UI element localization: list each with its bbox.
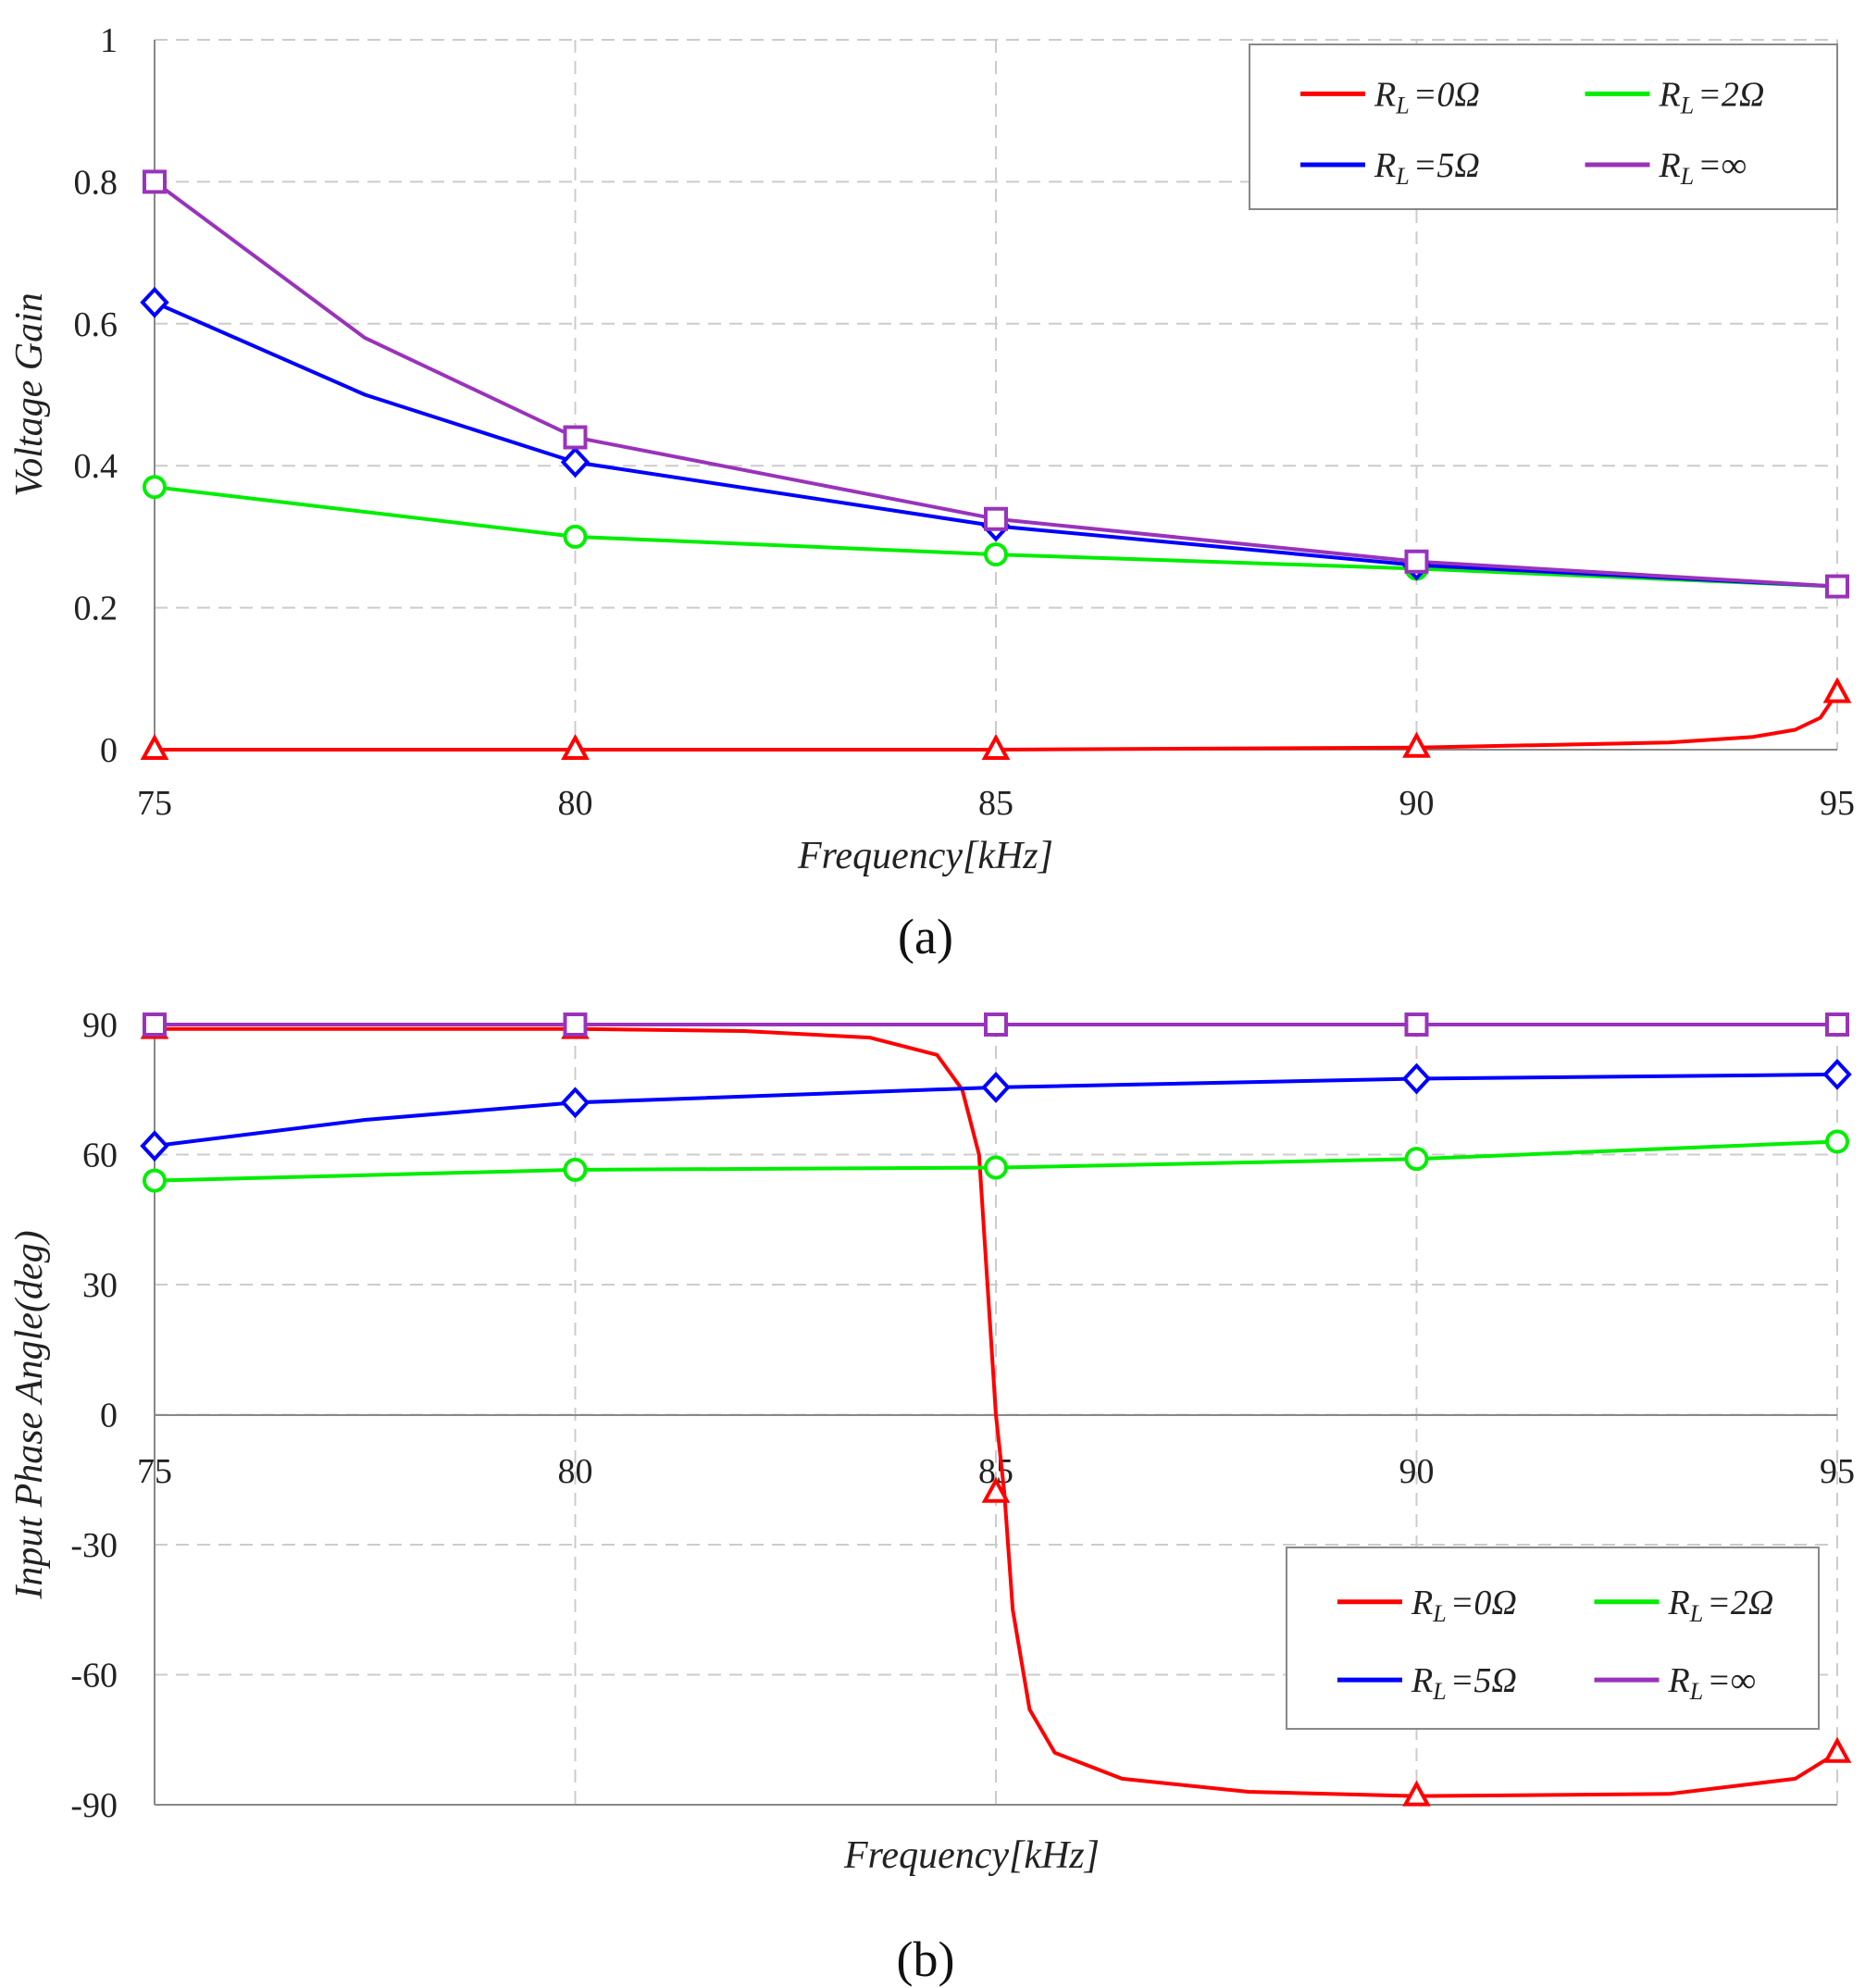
x-tick-label: 85 (978, 784, 1013, 823)
panel-label: (b) (897, 1932, 955, 1987)
x-axis-label: Frequency[kHz] (843, 1834, 1100, 1877)
x-tick-label: 75 (137, 784, 172, 823)
x-tick-label: 90 (1399, 1452, 1435, 1491)
data-point-circle (563, 524, 588, 549)
x-tick-label: 80 (558, 1452, 593, 1491)
series-line (153, 1072, 1839, 1149)
data-point-diamond (140, 286, 169, 318)
panel-label: (a) (898, 909, 953, 964)
y-tick-label: 0 (100, 1397, 118, 1435)
data-point-square (1825, 574, 1849, 599)
y-tick-label: -60 (70, 1657, 118, 1696)
data-point-triangle (561, 733, 590, 760)
data-point-diamond (981, 1071, 1011, 1103)
data-point-square (1825, 1013, 1849, 1037)
data-point-diamond (1822, 1058, 1852, 1090)
data-point-circle (563, 1157, 588, 1182)
legend-entry-label: RL =5Ω (1374, 146, 1480, 190)
x-tick-label: 80 (558, 784, 593, 823)
series-line (153, 300, 1839, 589)
y-tick-label: -90 (70, 1786, 118, 1825)
y-tick-label: 0 (100, 731, 118, 770)
y-axis-label: Voltage Gain (8, 292, 51, 496)
legend-entry-label: RL =∞ (1668, 1661, 1756, 1705)
y-tick-label: -30 (70, 1526, 118, 1565)
data-point-circle (143, 1168, 167, 1193)
data-point-triangle (1822, 677, 1852, 703)
data-point-circle (143, 475, 167, 500)
legend-entry-label: RL =2Ω (1668, 1584, 1774, 1627)
x-tick-label: 75 (137, 1452, 172, 1491)
series-line (153, 690, 1839, 752)
data-point-triangle (1822, 1736, 1852, 1763)
legend-entry-label: RL =∞ (1659, 146, 1747, 190)
legend-entry-label: RL =0Ω (1374, 75, 1480, 118)
data-point-diamond (1401, 1062, 1432, 1095)
data-point-circle (1404, 1147, 1429, 1172)
x-tick-label: 95 (1820, 1452, 1855, 1491)
legend: RL =0Ω RL =2Ω RL =5Ω RL =∞ (1286, 1547, 1820, 1730)
data-point-diamond (140, 1130, 169, 1162)
legend-entry-label: RL =2Ω (1659, 75, 1765, 118)
data-point-triangle (140, 733, 169, 760)
x-tick-label: 90 (1399, 784, 1435, 823)
legend-frame (1286, 1547, 1820, 1730)
data-point-square (563, 425, 588, 450)
data-point-circle (984, 1155, 1008, 1180)
legend-entry-label: RL =5Ω (1411, 1661, 1517, 1705)
data-point-square (1404, 1013, 1429, 1037)
data-point-square (143, 1013, 167, 1037)
x-tick-label: 95 (1820, 784, 1855, 823)
y-tick-label: 0.8 (74, 163, 118, 202)
x-axis-label: Frequency[kHz] (797, 835, 1053, 877)
y-tick-label: 0.6 (74, 305, 118, 344)
data-point-triangle (1402, 731, 1431, 758)
legend: RL =0Ω RL =2Ω RL =5Ω RL =∞ (1249, 43, 1838, 210)
data-point-triangle (981, 733, 1011, 760)
y-tick-label: 60 (82, 1137, 118, 1175)
y-tick-label: 1 (100, 21, 118, 60)
data-point-diamond (560, 446, 591, 478)
data-point-diamond (560, 1087, 591, 1119)
series-line (153, 180, 1839, 589)
data-point-square (1404, 549, 1429, 574)
data-point-triangle (981, 1476, 1011, 1503)
y-axis-label: Input Phase Angle(deg) (8, 1230, 51, 1599)
legend-entry-label: RL =0Ω (1411, 1584, 1517, 1627)
y-tick-label: 90 (82, 1006, 118, 1045)
legend-frame (1249, 43, 1838, 210)
data-point-square (984, 1013, 1008, 1037)
y-tick-label: 0.4 (74, 447, 118, 486)
data-point-triangle (1402, 1780, 1431, 1807)
y-tick-label: 0.2 (74, 590, 118, 628)
data-point-circle (984, 542, 1008, 567)
y-tick-label: 30 (82, 1266, 118, 1305)
data-point-square (563, 1013, 588, 1037)
data-point-circle (1825, 1129, 1849, 1154)
data-point-square (143, 169, 167, 194)
data-point-square (984, 506, 1008, 531)
chart-panel-a: 0 0.2 0.4 0.6 0.8 1 75 80 85 90 95 Frequency[kHz] Vo… (8, 21, 1855, 964)
